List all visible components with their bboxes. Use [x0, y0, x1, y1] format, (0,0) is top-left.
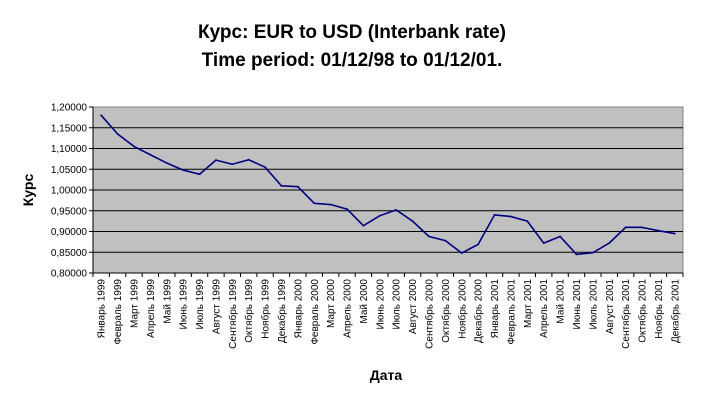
series-layer: [100, 114, 676, 256]
x-tick-label: Июнь 2000: [375, 279, 386, 330]
data-point: [444, 239, 447, 242]
y-tick-label: 1,00000: [51, 186, 88, 197]
x-tick-label: Декабрь 2001: [669, 279, 681, 343]
data-point: [591, 251, 594, 254]
y-tick-label: 0,80000: [51, 269, 88, 280]
x-tick-label: Декабрь 1999: [276, 279, 288, 343]
x-tick-label: Ноябрь 2000: [456, 279, 468, 339]
data-point: [559, 235, 561, 238]
x-tick-label: Апрель 2001: [539, 279, 550, 338]
data-point: [657, 229, 660, 232]
x-tick-label: Апрель 2000: [343, 279, 354, 338]
data-point: [608, 242, 611, 245]
x-tick-label: Ноябрь 1999: [260, 279, 272, 339]
x-tick-label: Апрель 1999: [146, 279, 157, 338]
data-point: [395, 209, 398, 211]
x-tick-label: Октябрь 2001: [637, 279, 649, 343]
x-tick-label: Июнь 1999: [179, 279, 190, 330]
data-point: [247, 158, 250, 161]
y-tick-label: 1,15000: [51, 123, 88, 134]
x-tick-label: Март 1999: [129, 279, 140, 328]
gridlines: [93, 127, 683, 253]
data-point: [182, 169, 185, 171]
x-tick-label: Февраль 2001: [506, 279, 517, 345]
y-tick-label: 0,95000: [51, 206, 88, 217]
data-point: [362, 224, 365, 227]
y-tick-label: 1,05000: [51, 165, 88, 176]
y-tick-label: 0,85000: [51, 248, 88, 259]
x-tick-label: Май 2001: [556, 279, 567, 324]
data-point: [542, 242, 545, 245]
x-tick-label: Сентябрь 2000: [423, 279, 435, 349]
x-axis-title: Дата: [370, 367, 403, 383]
data-point: [313, 202, 316, 205]
x-tick-label: Март 2001: [523, 279, 534, 328]
data-point: [624, 226, 627, 229]
data-point: [231, 163, 234, 166]
x-tick-label: Октябрь 1999: [243, 279, 255, 343]
data-point: [198, 173, 201, 176]
data-point: [510, 215, 512, 218]
data-point: [296, 185, 299, 188]
chart-subtitle: Time period: 01/12/98 to 01/12/01.: [202, 50, 503, 71]
series-line: [100, 114, 675, 256]
data-point: [411, 220, 414, 223]
x-tick-label: Февраль 2000: [310, 279, 321, 345]
x-tick-label: Май 2000: [359, 279, 370, 324]
data-point: [133, 145, 135, 148]
data-point: [641, 226, 643, 229]
data-point: [493, 214, 496, 216]
data-point: [673, 232, 676, 235]
y-axis-title: Курс: [20, 174, 36, 207]
x-tick-label: Сентябрь 1999: [227, 279, 239, 349]
x-tick-label: Июль 1999: [195, 279, 206, 330]
data-point: [280, 184, 283, 187]
data-point: [264, 166, 266, 169]
x-axis-ticks: Январь 1999 Февраль 1999 Март 1999 Апрель 1…: [92, 273, 684, 349]
data-point: [116, 133, 119, 135]
x-tick-label: Июль 2000: [392, 279, 403, 330]
data-point: [100, 114, 103, 117]
x-tick-label: Май 1999: [162, 279, 173, 324]
x-tick-label: Июнь 2001: [572, 279, 583, 330]
x-tick-label: Август 1999: [211, 279, 222, 335]
chart-title: Курс: EUR to USD (Interbank rate): [198, 22, 506, 43]
x-tick-label: Январь 2001: [490, 279, 501, 339]
y-tick-label: 0,90000: [51, 227, 88, 238]
data-point: [165, 162, 168, 164]
data-point: [460, 252, 463, 254]
x-tick-label: Январь 1999: [97, 279, 108, 339]
x-tick-label: Сентябрь 2001: [620, 279, 632, 349]
x-tick-label: Октябрь 2000: [440, 279, 452, 343]
x-tick-label: Январь 2000: [293, 279, 304, 339]
data-point: [149, 153, 152, 156]
data-point: [477, 243, 480, 246]
x-tick-label: Декабрь 2000: [473, 279, 485, 343]
x-tick-label: Ноябрь 2001: [653, 279, 665, 339]
data-point: [526, 220, 529, 223]
data-point: [215, 159, 217, 162]
data-point: [329, 203, 332, 206]
x-tick-label: Август 2000: [408, 279, 419, 335]
data-point: [346, 208, 348, 210]
data-point: [575, 253, 578, 256]
y-tick-label: 1,10000: [51, 144, 88, 155]
x-tick-label: Февраль 1999: [113, 279, 124, 345]
x-tick-label: Август 2001: [605, 279, 616, 335]
x-tick-label: Март 2000: [326, 279, 337, 328]
x-tick-label: Июль 2001: [588, 279, 599, 330]
data-point: [378, 214, 381, 217]
y-axis-ticks: 0,80000 0,85000 0,90000 0,95000 1,00000 1,050…: [51, 103, 93, 280]
y-tick-label: 1,20000: [51, 103, 88, 114]
data-point: [428, 235, 430, 238]
